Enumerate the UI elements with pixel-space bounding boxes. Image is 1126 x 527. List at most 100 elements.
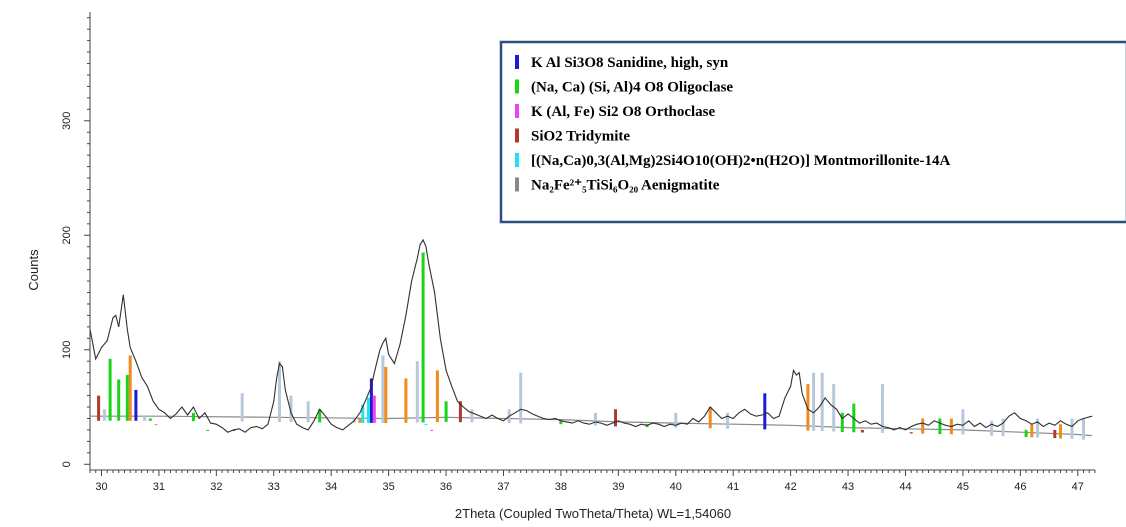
stick-extra: [384, 366, 388, 423]
x-tick-label: 30: [95, 481, 107, 493]
legend-swatch: [515, 55, 519, 69]
stick-aenigmatite: [881, 384, 884, 433]
stick-montmorillonite-14a: [361, 404, 365, 423]
x-tick-label: 32: [210, 481, 222, 493]
stick-oligoclase: [1024, 429, 1028, 437]
stick-extra: [1059, 424, 1062, 439]
legend-box: [499, 40, 1126, 224]
stick-oligoclase: [840, 412, 844, 432]
stick-extra: [921, 418, 925, 434]
y-tick-label: 100: [61, 341, 73, 359]
stick-aenigmatite: [289, 395, 293, 423]
stick-oligoclase: [444, 401, 448, 422]
y-axis: 0 100 200 300: [61, 12, 91, 470]
stick-oligoclase: [318, 409, 322, 423]
x-tick-label: 37: [497, 481, 509, 493]
stick-aenigmatite: [726, 412, 729, 429]
stick-aenigmatite: [812, 372, 816, 431]
x-tick-label: 45: [957, 481, 969, 493]
stick-tridymite: [614, 409, 617, 427]
stick-sanidine: [134, 389, 138, 421]
legend-label: [(Na,Ca)0,3(Al,Mg)2Si4O10(OH)2•n(H2O)] M…: [531, 153, 951, 169]
stick-oligoclase: [559, 420, 563, 425]
stick-oligoclase: [148, 418, 152, 421]
stick-aenigmatite: [519, 372, 523, 424]
stick-tridymite: [97, 395, 101, 421]
legend-swatch: [515, 128, 519, 143]
y-tick-label: 200: [61, 226, 73, 244]
stick-oligoclase: [206, 429, 210, 431]
stick-oligoclase: [108, 358, 112, 421]
x-tick-label: 40: [670, 481, 682, 493]
stick-tridymite: [458, 401, 462, 423]
stick-aenigmatite: [240, 393, 244, 422]
stick-extra: [128, 355, 132, 421]
x-tick-label: 35: [383, 481, 395, 493]
legend-swatch: [515, 104, 519, 118]
y-axis-title: Counts: [26, 249, 41, 291]
stick-oligoclase: [117, 379, 121, 421]
legend-swatch: [515, 79, 519, 94]
legend-label: (Na, Ca) (Si, Al)4 O8 Oligoclase: [531, 80, 733, 96]
legend: K Al Si3O8 Sanidine, high, syn (Na, Ca) (…: [499, 40, 1126, 224]
stick-aenigmatite: [1070, 418, 1074, 439]
stick-sanidine: [763, 393, 767, 430]
stick-extra: [708, 407, 712, 429]
legend-label: Na₂Fe²⁺₅TiSi₆O₂₀ Aenigmatite: [531, 178, 720, 194]
background-line: [90, 415, 1093, 437]
legend-label: K Al Si3O8 Sanidine, high, syn: [531, 55, 729, 71]
y-tick-label: 0: [61, 461, 73, 467]
legend-label: SiO2 Tridymite: [531, 129, 630, 145]
stick-aenigmatite: [381, 355, 385, 423]
pattern-line: [89, 238, 1093, 433]
legend-label: K (Al, Fe) Si2 O8 Orthoclase: [531, 104, 715, 120]
stick-aenigmatite: [470, 409, 474, 423]
stick-montmorillonite-14a: [424, 424, 428, 426]
stick-aenigmatite: [102, 409, 106, 421]
stick-extra: [435, 370, 439, 423]
stick-extra: [806, 384, 810, 431]
y-tick-label: 300: [61, 112, 73, 130]
x-tick-label: 41: [727, 481, 739, 493]
legend-swatch: [515, 177, 519, 192]
x-tick-label: 42: [785, 481, 797, 493]
stick-tridymite: [860, 429, 864, 433]
stick-aenigmatite: [1082, 418, 1085, 440]
stick-oligoclase: [191, 412, 195, 422]
reference-sticks: [97, 252, 1085, 440]
stick-aenigmatite: [415, 361, 419, 423]
stick-sanidine: [369, 378, 373, 423]
stick-aenigmatite: [832, 384, 836, 432]
stick-extra: [1030, 424, 1034, 438]
stick-aenigmatite: [674, 412, 678, 428]
x-axis-title: 2Theta (Coupled TwoTheta/Theta) WL=1,540…: [455, 506, 731, 521]
stick-tridymite: [909, 432, 913, 434]
legend-swatch: [515, 153, 519, 167]
stick-tridymite: [1053, 429, 1057, 439]
x-tick-label: 43: [842, 481, 854, 493]
stick-aenigmatite: [1001, 418, 1005, 437]
x-axis: 30 31 32 33 34 35 36 37 38 39 40 41 42 43 44 45 46 47: [89, 469, 1096, 493]
stick-aenigmatite: [1036, 418, 1040, 438]
x-tick-label: 44: [899, 481, 911, 493]
x-tick-label: 34: [325, 481, 337, 493]
stick-oligoclase: [125, 375, 129, 421]
stick-aenigmatite: [990, 420, 994, 436]
x-tick-label: 36: [440, 481, 452, 493]
stick-orthoclase: [372, 395, 376, 423]
stick-extra: [404, 378, 408, 423]
diffraction-pattern: [89, 238, 1093, 433]
stick-orthoclase: [430, 429, 434, 431]
background-curve: [90, 415, 1093, 437]
x-tick-label: 38: [555, 481, 567, 493]
stick-extra: [358, 418, 362, 423]
stick-aenigmatite: [961, 409, 965, 435]
x-tick-label: 39: [612, 481, 624, 493]
stick-oligoclase: [421, 252, 425, 423]
stick-extra: [154, 424, 158, 426]
stick-aenigmatite: [306, 401, 310, 423]
x-tick-label: 47: [1072, 481, 1084, 493]
x-tick-label: 46: [1014, 481, 1026, 493]
stick-montmorillonite-14a: [367, 397, 370, 423]
